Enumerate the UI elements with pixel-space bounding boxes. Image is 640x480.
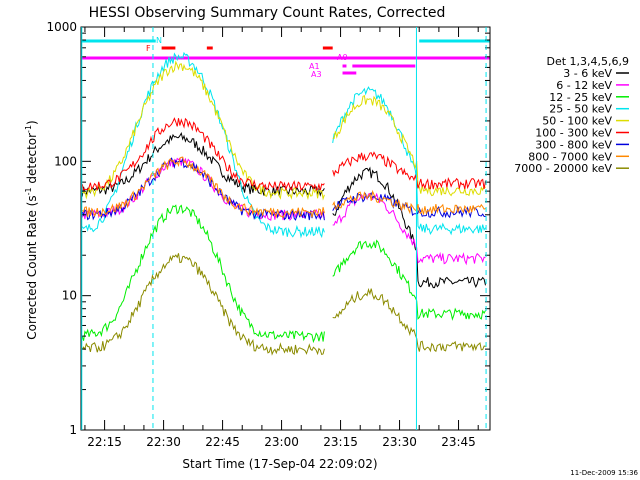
series-layer [81, 51, 486, 356]
plot-frame [80, 26, 491, 431]
y-axis-label-mid: detector [25, 133, 39, 188]
state-bar-label: A0 [337, 53, 348, 62]
legend-title: Det 1,3,4,5,6,9 [546, 55, 629, 68]
legend-label: 50 - 100 keV [542, 115, 612, 128]
legend-label: 6 - 12 keV [556, 79, 612, 92]
y-axis-label-sup2: -1 [24, 125, 33, 133]
x-tick-label: 23:15 [323, 435, 358, 449]
axes-layer: 1 10 100 1000 22:15 22:30 22:45 23:00 23:15 23:30… [46, 20, 491, 449]
legend-label: 100 - 300 keV [535, 127, 612, 140]
series-line-7 [81, 156, 486, 219]
x-axis-label: Start Time (17-Sep-04 22:09:02) [182, 457, 377, 471]
x-tick-label: 23:30 [382, 435, 417, 449]
chart-title: HESSI Observing Summary Count Rates, Cor… [89, 5, 446, 21]
series-line-4 [82, 60, 486, 201]
series-line-0 [81, 131, 486, 289]
y-axis-label-main: Corrected Count Rate (s [25, 195, 39, 339]
y-tick-label: 10 [62, 289, 77, 303]
y-axis-label-sup1: -1 [24, 187, 33, 195]
state-bar-label: F [146, 44, 151, 53]
series-line-5 [81, 117, 486, 191]
y-tick-label: 100 [54, 154, 77, 168]
legend-label: 800 - 7000 keV [528, 150, 612, 163]
y-axis-label: Corrected Count Rate (s-1 detector-1) [24, 120, 39, 339]
x-tick-label: 23:45 [441, 435, 476, 449]
legend-label: 12 - 25 keV [549, 91, 612, 104]
y-tick-label: 1 [69, 423, 77, 437]
x-tick-label: 22:15 [87, 435, 122, 449]
x-tick-label: 22:30 [146, 435, 181, 449]
y-axis-label-end: ) [25, 120, 39, 125]
x-tick-label: 23:00 [264, 435, 299, 449]
state-bar-label: A3 [311, 70, 322, 79]
legend-label: 3 - 6 keV [563, 67, 612, 80]
state-bar-label: N [156, 36, 162, 45]
legend-label: 300 - 800 keV [535, 138, 612, 151]
x-tick-label: 22:45 [205, 435, 240, 449]
legend-label: 25 - 50 keV [549, 103, 612, 116]
series-line-1 [81, 157, 486, 266]
state-bar-label: A1 [309, 62, 320, 71]
series-line-3 [81, 51, 486, 239]
legend-label: 7000 - 20000 keV [514, 162, 612, 175]
series-line-8 [81, 253, 486, 356]
y-tick-label: 1000 [46, 20, 77, 34]
series-line-2 [81, 204, 486, 344]
generation-timestamp: 11-Dec-2009 15:36 [570, 469, 638, 477]
